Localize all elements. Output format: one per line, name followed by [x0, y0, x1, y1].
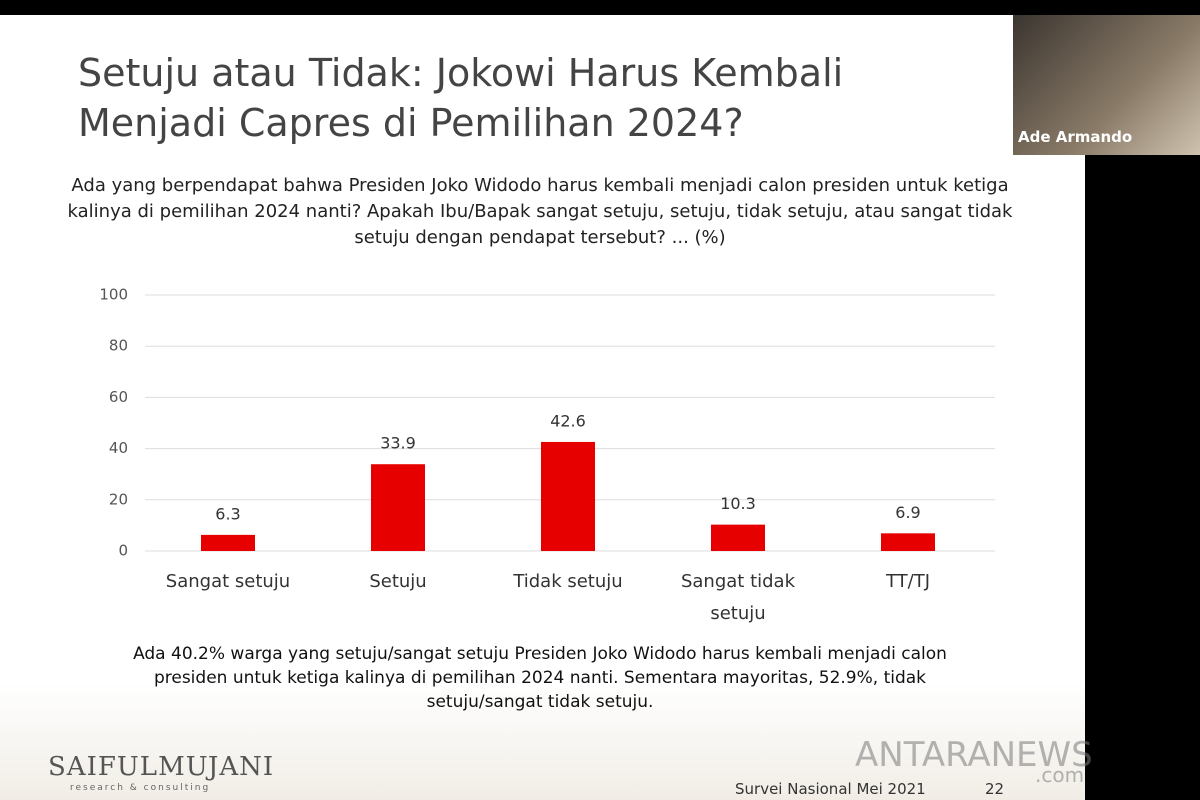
watermark-brand: ANTARANEWS: [855, 735, 1093, 775]
x-tick-label: Sangat tidak setuju: [680, 571, 796, 624]
value-label: 6.3: [215, 504, 240, 523]
watermark-domain: .com: [1035, 763, 1085, 787]
bar: [541, 441, 595, 551]
question: Ada yang berpendapat bahwa Presiden Joko…: [67, 175, 1013, 248]
participant-name: Ade Armando: [1018, 128, 1133, 146]
slide: [0, 15, 1085, 800]
value-label: 42.6: [550, 411, 586, 430]
y-tick-label: 80: [109, 337, 128, 355]
y-tick-label: 60: [109, 388, 128, 406]
x-tick-label: Setuju: [369, 571, 427, 592]
logo-tagline: research & consulting: [70, 783, 211, 793]
bar: [201, 534, 255, 551]
y-tick-label: 100: [99, 286, 128, 304]
value-label: 33.9: [380, 434, 416, 453]
summary: Ada 40.2% warga yang setuju/sangat setuj…: [133, 644, 947, 712]
x-tick-label: Tidak setuju: [513, 571, 623, 592]
y-tick-label: 20: [109, 490, 128, 508]
bar: [711, 524, 765, 551]
logo-name: SAIFULMUJANI: [48, 752, 275, 782]
x-tick-label: Sangat setuju: [165, 571, 291, 592]
y-tick-label: 40: [109, 439, 128, 457]
footer-survey: Survei Nasional Mei 2021: [735, 780, 926, 798]
y-tick-label: 0: [118, 542, 128, 560]
slide-title: Setuju atau Tidak: Jokowi Harus Kembali …: [78, 51, 844, 145]
bar: [881, 533, 935, 551]
page-number: 22: [985, 780, 1005, 798]
x-tick-label: TT/TJ: [885, 571, 931, 592]
value-label: 6.9: [895, 503, 920, 522]
video-tile: [1013, 15, 1200, 155]
bar: [371, 464, 425, 551]
value-label: 10.3: [720, 494, 756, 513]
